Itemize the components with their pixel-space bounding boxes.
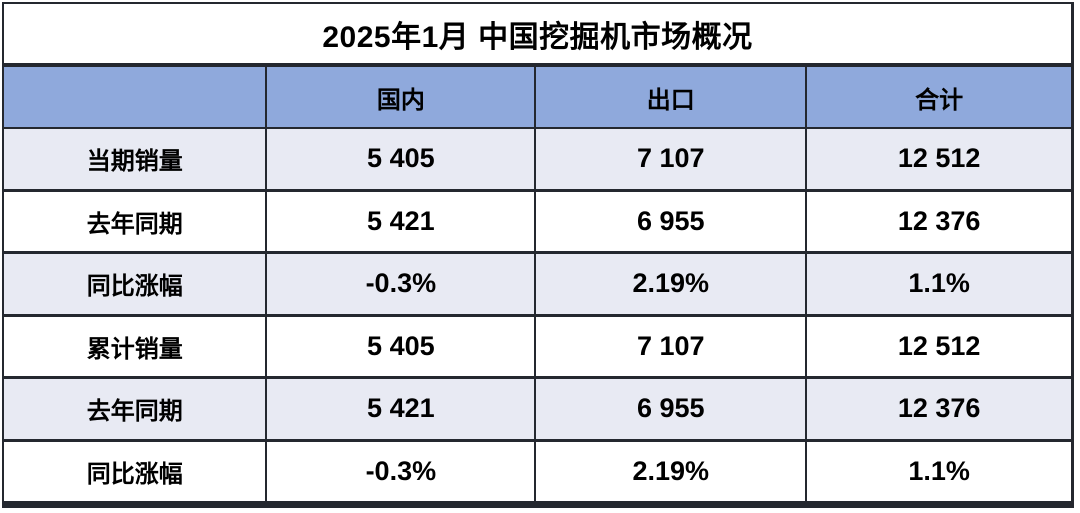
cell-total: 12 376 [805,379,1071,439]
table-row-yoy-change: 同比涨幅 -0.3% 2.19% 1.1% [4,254,1071,317]
cell-domestic: 5 405 [265,316,534,376]
table-title: 2025年1月 中国挖掘机市场概况 [4,4,1071,67]
cell-total: 1.1% [805,254,1071,314]
cell-export: 2.19% [534,441,805,501]
cell-total: 1.1% [805,441,1071,501]
table-row-current-sales: 当期销量 5 405 7 107 12 512 [4,129,1071,192]
row-label: 去年同期 [86,210,183,238]
cell-domestic: 5 405 [265,129,534,189]
cell-domestic: -0.3% [265,254,534,314]
table-header-row: 国内 出口 合计 [4,67,1071,129]
cell-export: 7 107 [534,316,805,376]
table-row-last-year-same-period-cumulative: 去年同期 5 421 6 955 12 376 [4,379,1071,442]
cell-total: 12 512 [805,316,1071,376]
cell-domestic: 5 421 [265,379,534,439]
table-row-cumulative-sales: 累计销量 5 405 7 107 12 512 [4,316,1071,379]
row-label: 累计销量 [86,335,183,363]
table-row-yoy-change-cumulative: 同比涨幅 -0.3% 2.19% 1.1% [4,441,1071,501]
row-label: 同比涨幅 [86,273,183,301]
header-cell-export: 出口 [534,67,805,127]
header-cell-blank [4,67,265,127]
table-row-last-year-same-period: 去年同期 5 421 6 955 12 376 [4,191,1071,254]
header-cell-domestic: 国内 [265,67,534,127]
cell-export: 2.19% [534,254,805,314]
market-overview-table: 2025年1月 中国挖掘机市场概况 国内 出口 合计 当期销量 5 405 7 … [2,2,1074,508]
row-label: 当期销量 [86,148,183,176]
cell-total: 12 512 [805,129,1071,189]
cell-export: 7 107 [534,129,805,189]
cell-domestic: 5 421 [265,191,534,251]
cell-export: 6 955 [534,379,805,439]
header-cell-total: 合计 [805,67,1071,127]
row-label: 去年同期 [86,398,183,426]
cell-total: 12 376 [805,191,1071,251]
cell-domestic: -0.3% [265,441,534,501]
cell-export: 6 955 [534,191,805,251]
row-label: 同比涨幅 [86,460,183,488]
